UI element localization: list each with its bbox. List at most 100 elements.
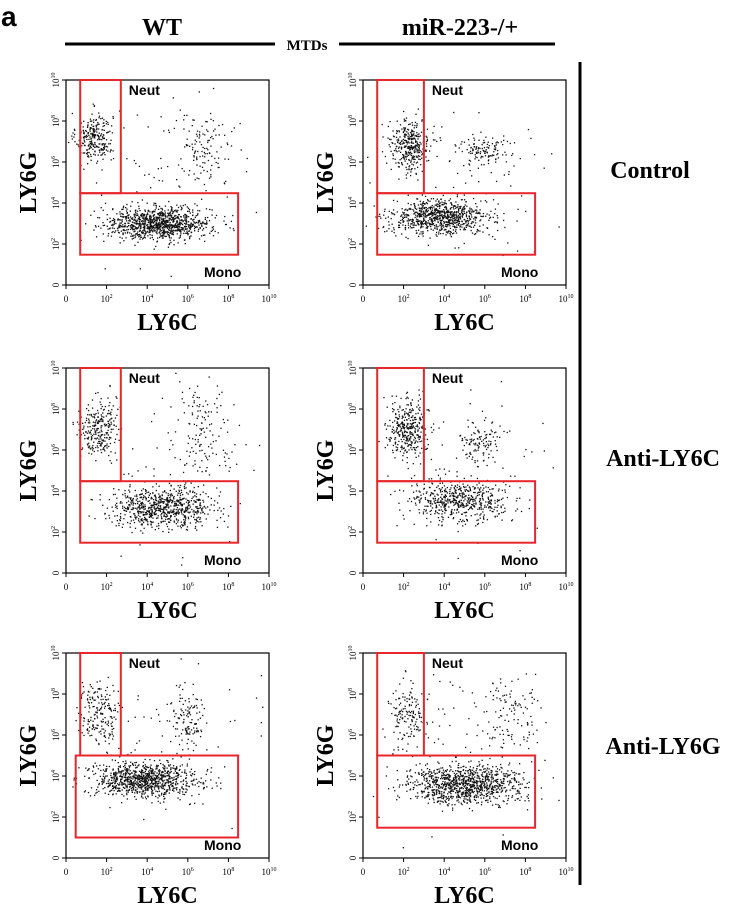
data-point [482, 508, 484, 510]
data-point [394, 457, 396, 459]
data-point [186, 114, 188, 116]
data-point [183, 128, 185, 130]
data-point [185, 218, 187, 220]
data-point [421, 206, 424, 208]
data-point [404, 214, 406, 216]
data-point [210, 145, 212, 147]
data-point [175, 503, 177, 505]
mono-gate [79, 192, 240, 256]
data-point [404, 434, 407, 437]
data-point [427, 213, 429, 216]
data-point [216, 526, 219, 529]
data-point [456, 508, 459, 510]
data-point [169, 515, 172, 517]
data-point [440, 220, 442, 222]
data-point [469, 150, 472, 153]
x-tick-label: 106 [182, 582, 194, 592]
data-point [463, 194, 465, 196]
data-point [460, 199, 463, 201]
data-point [88, 134, 90, 137]
data-point [137, 518, 140, 520]
data-point [460, 490, 462, 492]
data-points [378, 380, 554, 560]
data-point [166, 504, 168, 506]
data-point [219, 517, 222, 519]
data-point [445, 490, 448, 493]
data-point [512, 153, 514, 155]
data-point [151, 497, 153, 500]
data-point [407, 154, 410, 156]
data-point [131, 235, 133, 237]
data-point [122, 216, 124, 218]
data-point [463, 206, 465, 208]
data-point [170, 215, 172, 217]
data-point [463, 506, 465, 508]
data-point [461, 215, 463, 217]
data-point [196, 417, 198, 419]
data-point [143, 236, 145, 238]
data-point [451, 216, 453, 219]
data-point [442, 501, 444, 503]
data-point [420, 413, 423, 415]
data-point [115, 396, 117, 398]
data-point [100, 444, 102, 446]
data-point [451, 219, 453, 221]
data-point [492, 199, 495, 201]
data-point [482, 484, 484, 486]
data-point [448, 230, 450, 232]
data-point [153, 513, 156, 516]
data-point [460, 487, 462, 489]
data-point [501, 519, 503, 521]
data-point [418, 151, 421, 154]
data-point [416, 123, 418, 125]
data-point [173, 508, 175, 510]
data-point [136, 213, 138, 215]
data-point [88, 447, 90, 449]
data-point [458, 206, 460, 208]
data-point [405, 213, 407, 216]
data-point [396, 120, 398, 122]
data-point [452, 220, 454, 222]
data-point [193, 152, 196, 154]
data-point [473, 502, 475, 505]
data-point [455, 232, 458, 234]
neut-gate-label: Neut [432, 82, 463, 98]
data-point [418, 145, 420, 147]
data-point [178, 489, 180, 491]
data-point [463, 164, 465, 167]
data-point [158, 232, 160, 234]
data-point [413, 427, 415, 429]
data-point [395, 136, 398, 138]
data-point [504, 510, 506, 512]
data-point [163, 491, 166, 493]
data-point [183, 222, 186, 225]
data-point [419, 452, 421, 454]
data-point [396, 426, 398, 429]
data-point [209, 208, 211, 211]
data-point [466, 224, 468, 226]
data-point [211, 214, 213, 216]
data-point [153, 214, 156, 216]
data-point [415, 155, 417, 157]
data-point [467, 501, 469, 504]
data-point [461, 504, 464, 507]
data-point [195, 506, 197, 508]
data-point [182, 220, 184, 223]
data-point [163, 506, 165, 508]
data-point [131, 448, 134, 450]
data-point [194, 463, 196, 465]
data-point [485, 501, 487, 503]
data-point [418, 136, 420, 138]
data-point [151, 225, 153, 228]
data-point [464, 204, 466, 206]
data-point [116, 397, 118, 399]
data-point [406, 396, 408, 398]
data-point [93, 229, 95, 231]
data-point [204, 156, 206, 158]
mono-gate-label: Mono [204, 552, 241, 568]
data-point [98, 115, 101, 117]
data-point [404, 136, 406, 138]
data-point [151, 506, 153, 508]
data-point [147, 500, 149, 502]
data-point [411, 129, 413, 131]
